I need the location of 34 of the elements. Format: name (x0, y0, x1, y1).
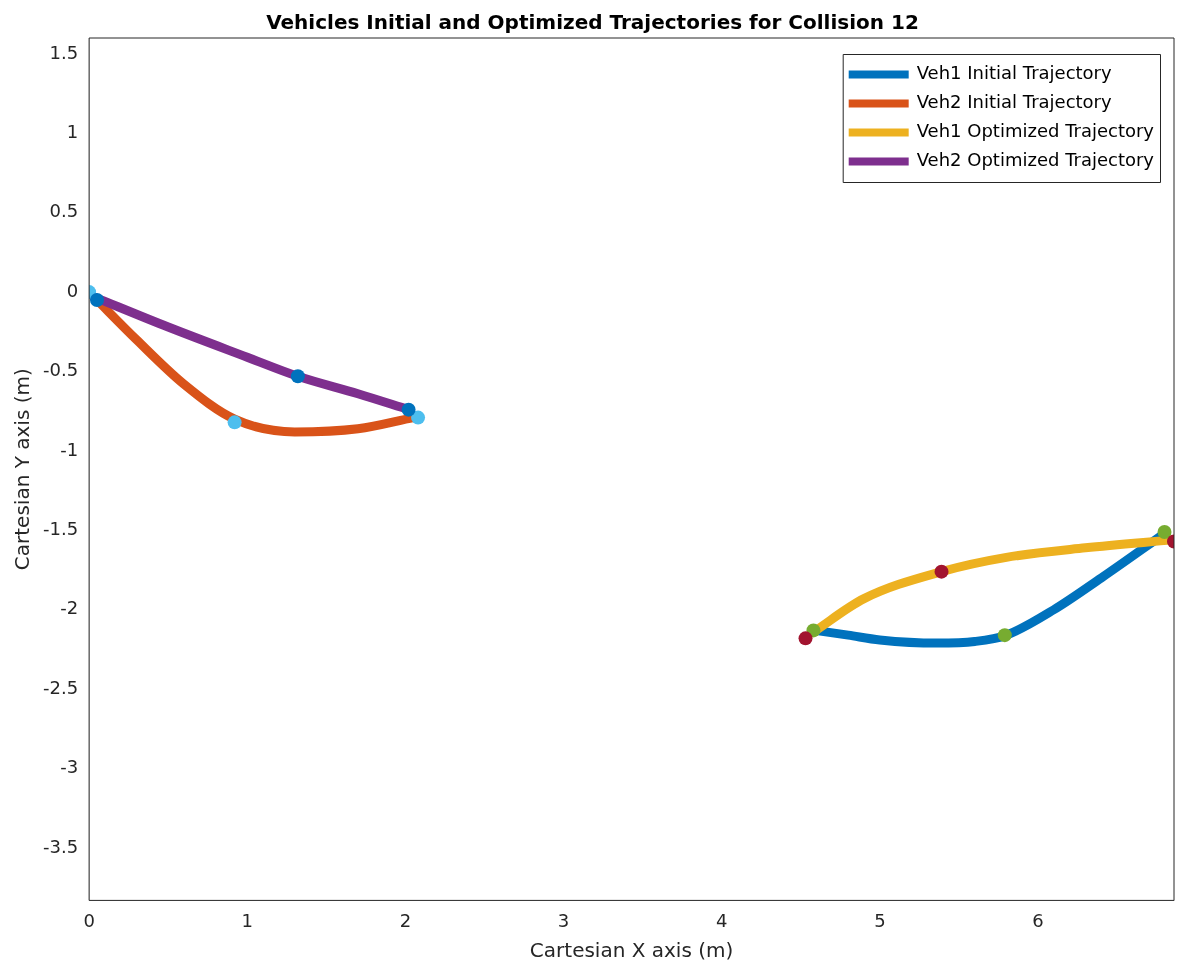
point (227, 415, 242, 430)
point (997, 628, 1012, 643)
y-tick-label: 1 (66, 120, 79, 142)
x-tick-label: 6 (1032, 909, 1044, 931)
y-tick-label: 0.5 (49, 200, 79, 222)
point (1157, 524, 1172, 539)
point (411, 410, 426, 425)
legend-label: Veh1 Initial Trajectory (916, 62, 1113, 84)
y-axis-title: Cartesian Y axis (m) (10, 368, 35, 571)
x-tick-label: 4 (715, 909, 728, 931)
legend-label: Veh2 Initial Trajectory (916, 91, 1113, 113)
x-axis-title: Cartesian X axis (m) (529, 938, 734, 963)
x-tick-label: 2 (399, 909, 412, 931)
y-tick-label: -2 (60, 597, 79, 619)
y-tick-label: -1 (60, 438, 79, 460)
y-tick-label: -2.5 (43, 676, 79, 698)
x-tick-label: 5 (874, 909, 886, 931)
y-tick-label: -3 (60, 756, 79, 778)
x-tick-label: 3 (557, 909, 570, 931)
point (934, 564, 949, 579)
point (798, 631, 813, 646)
y-tick-label: 0 (66, 279, 79, 301)
y-tick-label: -0.5 (43, 359, 79, 381)
legend-label: Veh1 Optimized Trajectory (916, 120, 1155, 142)
point (401, 402, 416, 417)
x-tick-label: 1 (241, 909, 253, 931)
y-tick-label: -1.5 (43, 518, 79, 540)
legend-label: Veh2 Optimized Trajectory (916, 149, 1155, 171)
y-tick-label: -3.5 (43, 835, 79, 857)
point (290, 369, 305, 384)
point (90, 293, 105, 308)
chart-title: Vehicles Initial and Optimized Trajectories for Collision 12 (266, 10, 919, 35)
y-tick-label: 1.5 (49, 41, 79, 63)
x-tick-label: 0 (83, 909, 95, 931)
